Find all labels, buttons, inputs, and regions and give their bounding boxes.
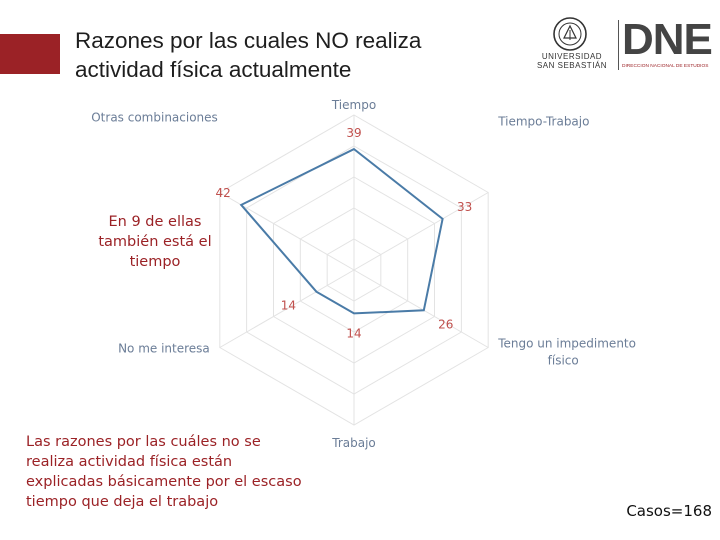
- radar-category-label: Trabajo: [331, 436, 376, 450]
- university-seal-icon: [553, 17, 587, 51]
- radar-value-label: 42: [216, 186, 231, 200]
- radar-category-label: Tengo un impedimento físico: [497, 337, 636, 368]
- radar-spoke: [219, 269, 355, 348]
- radar-value-label: 26: [438, 317, 453, 331]
- radar-category-label: Tiempo-Trabajo: [497, 115, 589, 129]
- radar-category-label: Tiempo: [331, 98, 376, 112]
- logo-area: UNIVERSIDAD SAN SEBASTIÁN DNE DIRECCIÓN …: [530, 14, 715, 76]
- university-line-2: SAN SEBASTIÁN: [536, 61, 608, 70]
- dne-logo: DNE: [622, 15, 713, 64]
- radar-series-line: [239, 147, 444, 315]
- radar-value-label: 14: [281, 299, 296, 313]
- otras-annotation: En 9 de ellas también está el tiempo: [98, 214, 212, 270]
- summary-note: Las razones por las cuáles no se realiza…: [26, 434, 302, 510]
- radar-value-label: 14: [346, 326, 361, 340]
- dne-logo-subtitle: DIRECCIÓN NACIONAL DE ESTUDIOS: [622, 64, 709, 69]
- logo-divider: [618, 20, 619, 70]
- title-line-1: Razones por las cuales NO realiza: [75, 28, 422, 53]
- title-line-2: actividad física actualmente: [75, 57, 352, 82]
- university-logo-text: UNIVERSIDAD SAN SEBASTIÁN: [530, 52, 614, 70]
- cases-count: Casos=168: [626, 502, 712, 520]
- radar-value-label: 39: [346, 126, 361, 140]
- radar-spoke: [353, 269, 489, 348]
- radar-category-label: No me interesa: [118, 342, 210, 356]
- page-title: Razones por las cuales NO realiza activi…: [75, 26, 505, 84]
- university-line-1: UNIVERSIDAD: [541, 52, 603, 61]
- radar-spoke: [353, 192, 489, 271]
- accent-bar: [0, 34, 60, 74]
- radar-category-label: Otras combinaciones: [91, 111, 218, 125]
- radar-value-label: 33: [457, 200, 472, 214]
